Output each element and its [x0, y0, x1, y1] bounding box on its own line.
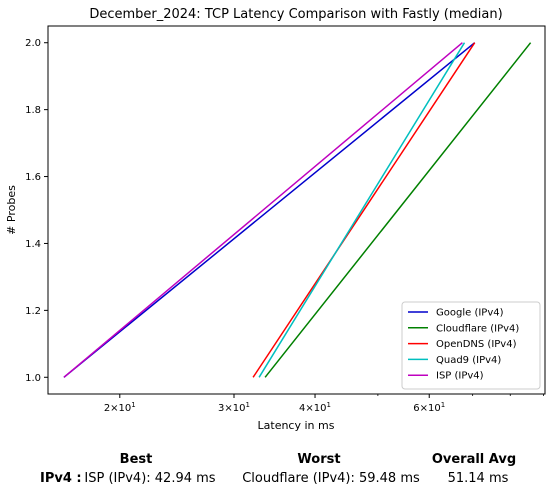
y-tick-label: 1.2 — [25, 306, 41, 317]
y-tick-label: 1.6 — [25, 172, 41, 183]
series-line-3 — [258, 42, 466, 378]
y-tick-label: 1.0 — [25, 373, 41, 384]
best-value: ISP (IPv4): 42.94 ms — [84, 471, 216, 486]
legend-box — [401, 301, 541, 390]
series-line-4 — [63, 42, 463, 378]
legend-label-2: OpenDNS (IPv4) — [436, 339, 517, 350]
series-line-1 — [264, 42, 532, 378]
legend-label-4: ISP (IPv4) — [436, 371, 484, 382]
overall-avg-header: Overall Avg — [431, 452, 517, 467]
overall-avg-value: 51.14 ms — [447, 471, 509, 486]
x-axis-label: Latency in ms — [258, 419, 335, 432]
series-layer — [63, 42, 532, 378]
legend-label-3: Quad9 (IPv4) — [436, 355, 501, 366]
best-header: Best — [119, 452, 153, 467]
series-line-2 — [252, 42, 476, 378]
worst-value: Cloudflare (IPv4): 59.48 ms — [242, 471, 420, 486]
chart-title: December_2024: TCP Latency Comparison wi… — [89, 7, 502, 22]
worst-header: Worst — [297, 452, 341, 467]
series-line-0 — [63, 42, 476, 378]
latency-chart: December_2024: TCP Latency Comparison wi… — [5, 7, 546, 432]
x-axis: 2×101 3×101 4×101 6×101 — [104, 394, 544, 414]
x-tick-label: 6×101 — [413, 401, 445, 414]
y-axis: 1.0 1.2 1.4 1.6 1.8 2.0 — [25, 38, 48, 384]
y-tick-label: 1.8 — [25, 105, 41, 116]
y-axis-label: # Probes — [5, 185, 18, 235]
y-tick-label: 1.4 — [25, 239, 41, 250]
x-tick-label: 3×101 — [218, 401, 250, 414]
ipv4-row-label: IPv4 : — [40, 471, 82, 486]
legend-label-0: Google (IPv4) — [436, 308, 504, 319]
x-tick-label: 2×101 — [104, 401, 136, 414]
plot-area — [47, 25, 546, 395]
legend: Google (IPv4) Cloudflare (IPv4) OpenDNS (I… — [401, 301, 541, 390]
legend-label-1: Cloudflare (IPv4) — [436, 323, 519, 334]
y-tick-label: 2.0 — [25, 38, 41, 49]
x-tick-label: 4×101 — [299, 401, 331, 414]
